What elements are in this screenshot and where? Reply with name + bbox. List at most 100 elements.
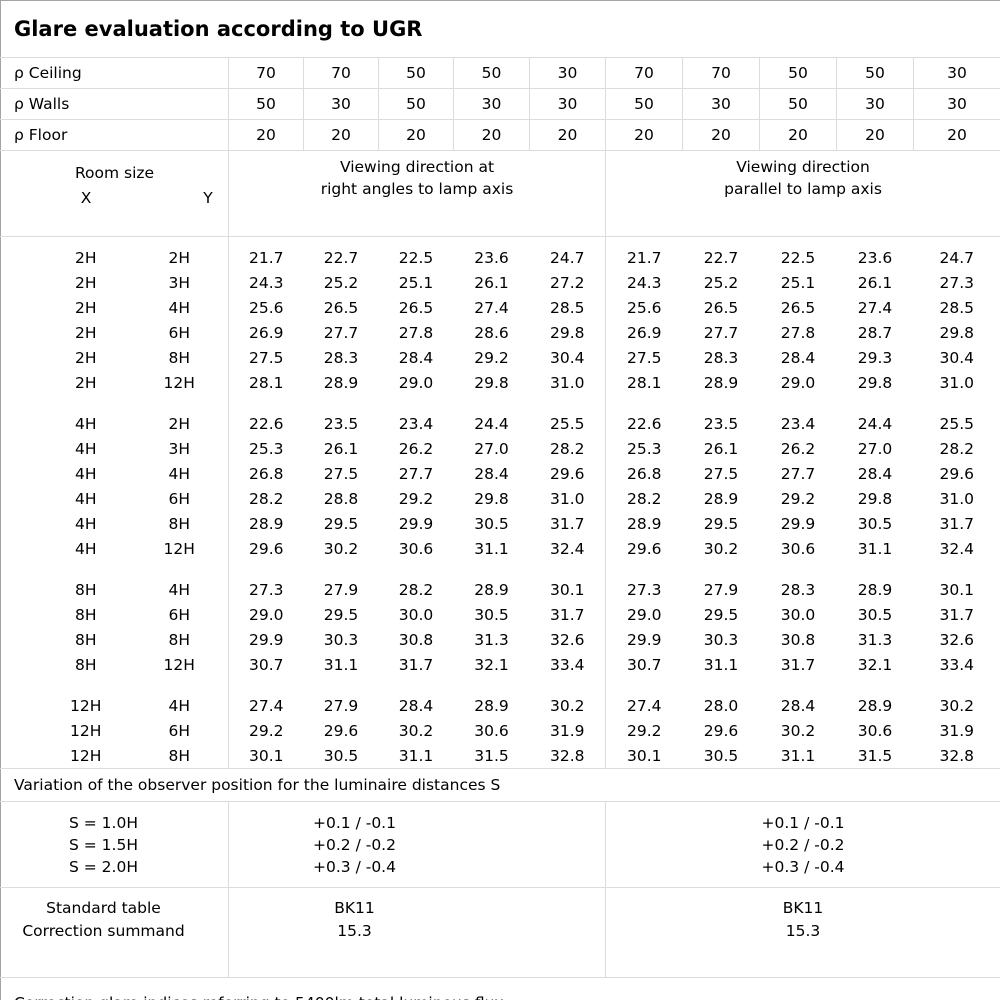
ugr-table-row: 8H 6H 29.0 29.5 30.0 30.5 31.7 29.0 29.5…	[1, 602, 1000, 627]
ugr-value: 31.7	[549, 514, 585, 533]
room-size-x-value: 4H	[74, 514, 97, 533]
s-distance-label: S = 1.0H	[69, 813, 138, 832]
ugr-value: 32.1	[474, 655, 509, 674]
ugr-value: 30.4	[549, 348, 585, 367]
viewing-direction-parallel-line2: parallel to lamp axis	[724, 180, 882, 198]
reflectance-value: 30	[529, 88, 606, 120]
reflectance-row-label: ρ Walls	[0, 88, 229, 120]
ugr-value: 27.5	[228, 345, 304, 370]
reflectance-value: 70	[605, 57, 683, 89]
ugr-table-row: 4H 8H 28.9 29.5 29.9 30.5 31.7 28.9 29.5…	[1, 511, 1000, 536]
ugr-table-row: 4H 12H 29.6 30.2 30.6 31.1 32.4 29.6 30.…	[1, 536, 1000, 561]
ugr-value: 32.1	[857, 655, 893, 674]
ugr-value: 24.4	[857, 414, 893, 433]
room-size-x-value: 2H	[74, 248, 97, 267]
reflectance-value: 30	[912, 88, 1000, 120]
ugr-value: 29.8	[474, 373, 509, 392]
ugr-value: 26.1	[703, 439, 739, 458]
ugr-value: 31.5	[474, 746, 509, 765]
ugr-value: 29.9	[605, 627, 683, 652]
standard-table-label: Standard table	[46, 899, 161, 917]
y-axis-label: Y	[203, 189, 213, 207]
ugr-value: 30.1	[228, 743, 304, 769]
ugr-value: 30.6	[398, 539, 434, 558]
ugr-value: 25.1	[398, 273, 434, 292]
ugr-value: 29.8	[857, 489, 893, 508]
summary-parallel-values: BK11 15.3	[604, 887, 1000, 978]
reflectance-value: 50	[378, 88, 454, 120]
ugr-value: 29.6	[323, 721, 359, 740]
ugr-value: 28.0	[703, 696, 739, 715]
ugr-value: 21.7	[228, 245, 304, 270]
ugr-value: 24.4	[474, 414, 509, 433]
room-size-y-value: 8H	[168, 514, 191, 533]
ugr-value: 26.1	[857, 273, 893, 292]
ugr-value: 32.8	[939, 746, 975, 765]
ugr-value: 26.9	[605, 320, 683, 345]
ugr-value: 29.2	[780, 489, 816, 508]
ugr-value: 31.5	[857, 746, 893, 765]
viewing-direction-crosswise-header: Viewing direction at right angles to lam…	[228, 150, 606, 237]
ugr-value: 29.9	[228, 627, 304, 652]
ugr-table-row: 12H 8H 30.1 30.5 31.1 31.5 32.8 30.1 30.…	[1, 743, 1000, 769]
page-title: Glare evaluation according to UGR	[0, 0, 1000, 58]
ugr-value: 30.1	[605, 743, 683, 769]
room-size-y-value: 4H	[168, 696, 191, 715]
ugr-block-4h: 4H 2H 22.6 23.5 23.4 24.4 25.5 22.6 23.5…	[1, 395, 1000, 561]
room-size-y-value: 6H	[168, 489, 191, 508]
ugr-table-row: 2H 6H 26.9 27.7 27.8 28.6 29.8 26.9 27.7…	[1, 320, 1000, 345]
reflectance-value: 30	[453, 88, 530, 120]
reflectance-value: 50	[836, 57, 914, 89]
correction-summand-value: 15.3	[785, 922, 821, 940]
ugr-value: 23.6	[857, 248, 893, 267]
spacer-row	[1, 677, 1000, 693]
ugr-value: 31.7	[939, 514, 975, 533]
room-size-y-value: 8H	[168, 348, 191, 367]
ugr-value: 30.5	[474, 605, 509, 624]
ugr-value: 29.5	[323, 514, 359, 533]
ugr-value: 29.2	[398, 489, 434, 508]
ugr-value: 29.9	[780, 514, 816, 533]
ugr-value: 29.6	[605, 536, 683, 561]
ugr-table-row: 2H 8H 27.5 28.3 28.4 29.2 30.4 27.5 28.3…	[1, 345, 1000, 370]
ugr-value: 29.8	[939, 323, 975, 342]
ugr-value: 31.1	[857, 539, 893, 558]
ugr-value: 32.4	[549, 539, 585, 558]
ugr-value: 22.6	[228, 411, 304, 436]
ugr-value: 26.2	[398, 439, 434, 458]
s-distance-label: S = 1.5H	[69, 835, 138, 854]
reflectance-value: 20	[228, 119, 304, 151]
ugr-value: 22.6	[605, 411, 683, 436]
ugr-block-8h: 8H 4H 27.3 27.9 28.2 28.9 30.1 27.3 27.9…	[1, 561, 1000, 677]
summary-row: Standard table Correction summand BK11 1…	[0, 887, 1000, 978]
reflectance-value: 30	[529, 57, 606, 89]
reflectance-value: 20	[303, 119, 379, 151]
ugr-value: 31.1	[703, 655, 739, 674]
ugr-value: 22.7	[703, 248, 739, 267]
ugr-value: 28.2	[398, 580, 434, 599]
column-header-section: Room size X Y Viewing direction at right…	[0, 150, 1000, 237]
reflectance-value: 20	[836, 119, 914, 151]
ugr-value: 31.7	[780, 655, 816, 674]
ugr-value: 25.1	[780, 273, 816, 292]
ugr-value: 33.4	[549, 655, 585, 674]
variation-note: Variation of the observer position for t…	[0, 768, 1000, 802]
reflectance-value: 20	[682, 119, 760, 151]
ugr-value: 28.4	[474, 464, 509, 483]
viewing-direction-parallel-header: Viewing direction parallel to lamp axis	[604, 150, 1000, 237]
ugr-value: 31.1	[780, 746, 816, 765]
ugr-value: 27.3	[228, 577, 304, 602]
room-size-header: Room size X Y	[0, 150, 229, 237]
ugr-value: 24.3	[605, 270, 683, 295]
reflectance-value: 30	[303, 88, 379, 120]
ugr-value: 28.4	[780, 696, 816, 715]
ugr-value: 30.2	[703, 539, 739, 558]
s-distance-label: S = 2.0H	[69, 857, 138, 876]
ugr-value: 27.8	[398, 323, 434, 342]
room-size-y-value: 4H	[168, 464, 191, 483]
ugr-value: 28.5	[939, 298, 975, 317]
ugr-value: 30.1	[939, 580, 975, 599]
observer-variation-crosswise-values: +0.1 / -0.1 +0.2 / -0.2 +0.3 / -0.4	[228, 801, 606, 888]
ugr-value: 28.3	[703, 348, 739, 367]
ugr-value: 29.5	[323, 605, 359, 624]
